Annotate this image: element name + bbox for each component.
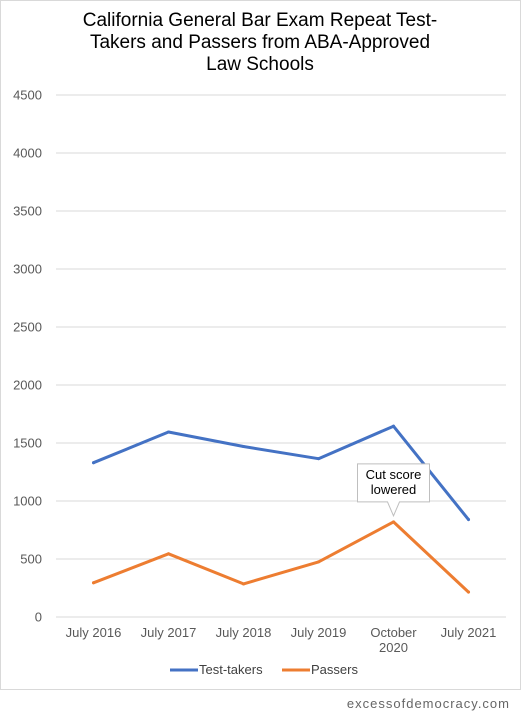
data-point-1-5 xyxy=(467,590,470,594)
data-point-1-2 xyxy=(242,582,245,586)
chart-title-line-3: Law Schools xyxy=(206,54,314,75)
y-tick-label-4000: 4000 xyxy=(13,146,42,161)
annotation-callout xyxy=(357,463,430,518)
data-point-0-5 xyxy=(467,518,470,522)
x-tick-label-5: July 2021 xyxy=(441,625,497,640)
annotation-text-0: Cut score xyxy=(366,467,422,482)
data-point-0-2 xyxy=(242,444,245,448)
data-point-1-1 xyxy=(167,552,170,556)
legend-label-test-takers: Test-takers xyxy=(199,662,263,677)
data-point-1-0 xyxy=(92,581,95,585)
y-tick-label-0: 0 xyxy=(35,610,42,625)
data-point-1-3 xyxy=(317,560,320,564)
y-tick-label-2000: 2000 xyxy=(13,378,42,393)
data-point-0-0 xyxy=(92,461,95,465)
series-line-passers xyxy=(92,520,470,594)
y-tick-label-1000: 1000 xyxy=(13,494,42,509)
legend-label-passers: Passers xyxy=(311,662,358,677)
chart-title: California General Bar Exam Repeat Test-… xyxy=(40,10,480,76)
data-point-1-4 xyxy=(392,520,395,524)
data-point-0-3 xyxy=(317,457,320,461)
y-tick-label-2500: 2500 xyxy=(13,320,42,335)
x-tick-label-4-1: 2020 xyxy=(379,640,408,655)
data-point-0-4 xyxy=(392,424,395,428)
annotation-text-1: lowered xyxy=(371,482,417,497)
y-tick-label-1500: 1500 xyxy=(13,436,42,451)
y-tick-label-4500: 4500 xyxy=(13,88,42,103)
x-tick-label-4-0: October xyxy=(370,625,417,640)
line-chart: 0 500 1000 1500 2000 2500 3000 3500 4000 4500 July… xyxy=(13,88,506,677)
x-tick-label-0: July 2016 xyxy=(66,625,122,640)
x-tick-label-2: July 2018 xyxy=(216,625,272,640)
data-point-0-1 xyxy=(167,430,170,434)
y-tick-label-3000: 3000 xyxy=(13,262,42,277)
x-tick-label-3: July 2019 xyxy=(291,625,347,640)
chart-title-line-2: Takers and Passers from ABA-Approved xyxy=(89,32,431,53)
y-tick-label-3500: 3500 xyxy=(13,204,42,219)
x-tick-label-1: July 2017 xyxy=(141,625,197,640)
series-line-test-takers xyxy=(92,424,470,522)
site-watermark: excessofdemocracy.com xyxy=(346,696,510,711)
chart-title-line-1: California General Bar Exam Repeat Test- xyxy=(82,10,438,31)
y-tick-label-500: 500 xyxy=(20,552,42,567)
chart-frame xyxy=(0,0,521,690)
